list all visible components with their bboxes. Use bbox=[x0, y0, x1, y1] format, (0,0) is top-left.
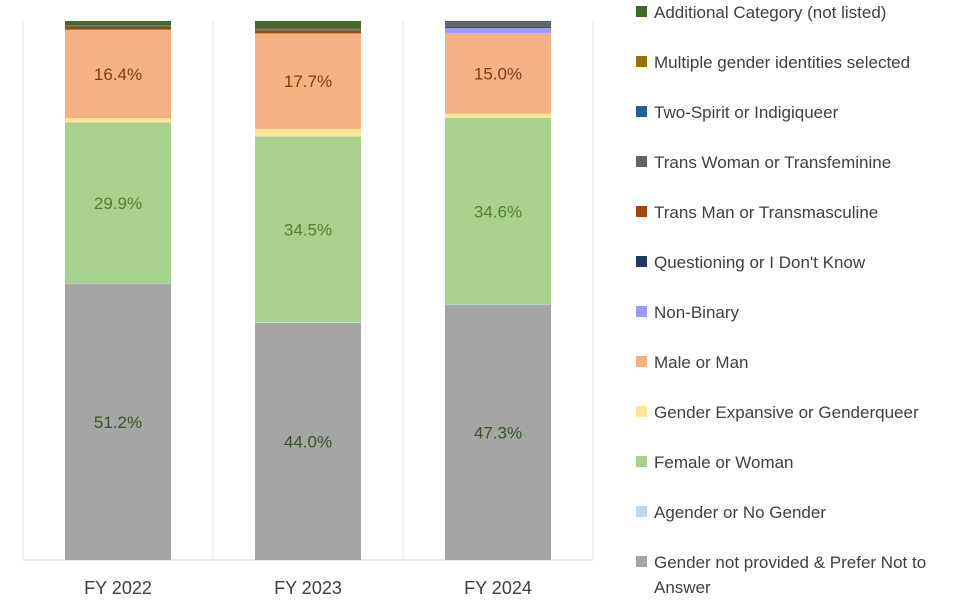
bar-segment bbox=[445, 304, 551, 306]
bar-segment bbox=[255, 33, 361, 129]
bar-segment bbox=[255, 30, 361, 34]
legend-label: Agender or No Gender bbox=[654, 503, 826, 522]
legend-item: Gender Expansive or Genderqueer bbox=[636, 400, 954, 425]
bar-segment bbox=[445, 27, 551, 29]
legend-swatch bbox=[636, 6, 647, 17]
chart-data-labels: 51.2% 29.9% 16.4% 44.0% 34.5% 17.7% 47.3% 34.6%… bbox=[94, 64, 522, 451]
legend-label: Gender Expansive or Genderqueer bbox=[654, 403, 919, 422]
data-label: 29.9% bbox=[94, 194, 142, 213]
bar-segment bbox=[445, 113, 551, 119]
x-tick-label: FY 2024 bbox=[464, 578, 532, 598]
legend-item: Gender not provided & Prefer Not to Answ… bbox=[636, 550, 954, 600]
bar-segment bbox=[255, 322, 361, 560]
legend-label: Questioning or I Don't Know bbox=[654, 253, 866, 272]
legend-label: Female or Woman bbox=[654, 453, 794, 472]
chart-category-labels: FY 2022 FY 2023 FY 2024 bbox=[84, 578, 532, 598]
legend-label: Male or Man bbox=[654, 353, 749, 372]
bar-segment bbox=[65, 25, 171, 26]
data-label: 44.0% bbox=[284, 432, 332, 451]
bar-segment bbox=[445, 22, 551, 23]
bar-segment bbox=[445, 28, 551, 33]
data-label: 16.4% bbox=[94, 65, 142, 84]
bar-segment bbox=[255, 21, 361, 29]
bar-segment bbox=[65, 29, 171, 119]
bar-segment bbox=[445, 26, 551, 28]
legend-label: Trans Woman or Transfeminine bbox=[654, 153, 892, 172]
data-label: 34.5% bbox=[284, 220, 332, 239]
legend-label: Additional Category (not listed) bbox=[654, 3, 887, 22]
legend-swatch bbox=[636, 106, 647, 117]
legend-swatch bbox=[636, 506, 647, 517]
bar-segment bbox=[445, 32, 551, 114]
stacked-bar-chart: 51.2% 29.9% 16.4% 44.0% 34.5% 17.7% 47.3% 34.6%… bbox=[22, 21, 594, 598]
legend-swatch bbox=[636, 456, 647, 467]
legend-swatch bbox=[636, 256, 647, 267]
bar-segment bbox=[445, 118, 551, 305]
legend-label: Gender not provided & Prefer Not to Answ… bbox=[654, 553, 927, 597]
x-tick-label: FY 2023 bbox=[274, 578, 342, 598]
legend-item: Two-Spirit or Indigiqueer bbox=[636, 100, 954, 125]
legend-item: Female or Woman bbox=[636, 450, 954, 475]
legend-item: Multiple gender identities selected bbox=[636, 50, 954, 75]
bar-segment bbox=[65, 284, 171, 560]
data-label: 51.2% bbox=[94, 413, 142, 432]
legend-swatch bbox=[636, 356, 647, 367]
bar-segment bbox=[65, 122, 171, 284]
data-label: 17.7% bbox=[284, 72, 332, 91]
bar-segment bbox=[65, 118, 171, 123]
legend-item: Non-Binary bbox=[636, 300, 954, 325]
x-tick-label: FY 2022 bbox=[84, 578, 152, 598]
bar-segment bbox=[65, 25, 171, 27]
bar-segment bbox=[255, 128, 361, 137]
legend-label: Trans Man or Transmasculine bbox=[654, 203, 879, 222]
legend-item: Trans Man or Transmasculine bbox=[636, 200, 954, 225]
legend-item: Trans Woman or Transfeminine bbox=[636, 150, 954, 175]
data-label: 15.0% bbox=[474, 64, 522, 83]
bar-segment bbox=[255, 29, 361, 31]
legend-swatch bbox=[636, 556, 647, 567]
legend-label: Two-Spirit or Indigiqueer bbox=[654, 103, 839, 122]
legend-label: Multiple gender identities selected bbox=[654, 53, 911, 72]
bar-segment bbox=[255, 136, 361, 323]
bar-segment bbox=[445, 305, 551, 560]
bar-segment bbox=[255, 322, 361, 323]
data-label: 47.3% bbox=[474, 424, 522, 443]
legend-label: Non-Binary bbox=[654, 303, 740, 322]
legend-item: Male or Man bbox=[636, 350, 954, 375]
bar-segment bbox=[255, 29, 361, 30]
legend-swatch bbox=[636, 206, 647, 217]
bar-segment bbox=[255, 28, 361, 30]
bar-segment bbox=[65, 21, 171, 26]
legend-swatch bbox=[636, 156, 647, 167]
bar-segment bbox=[445, 22, 551, 27]
bar-segment bbox=[445, 21, 551, 23]
legend-swatch bbox=[636, 306, 647, 317]
legend-item: Agender or No Gender bbox=[636, 500, 954, 525]
bar-segment bbox=[65, 283, 171, 285]
chart-bars bbox=[65, 21, 551, 560]
bar-segment bbox=[65, 26, 171, 30]
legend-item: Additional Category (not listed) bbox=[636, 0, 954, 25]
legend-swatch bbox=[636, 56, 647, 67]
legend-item: Questioning or I Don't Know bbox=[636, 250, 954, 275]
legend-swatch bbox=[636, 406, 647, 417]
data-label: 34.6% bbox=[474, 202, 522, 221]
